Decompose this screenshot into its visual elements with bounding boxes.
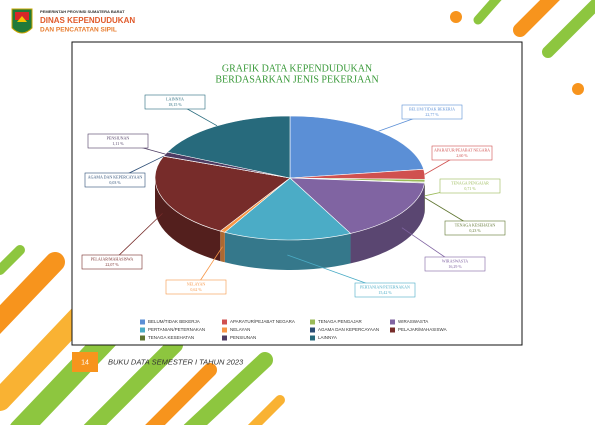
legend-swatch: [310, 336, 315, 341]
footer-text: BUKU DATA SEMESTER I TAHUN 2023: [108, 357, 244, 366]
legend-label: PELAJAR/MAHASISWA: [398, 327, 447, 332]
legend-label: PENSIUNAN: [230, 335, 256, 340]
callout-name: AGAMA DAN KEPERCAYAAN: [88, 174, 143, 179]
legend-swatch: [140, 328, 145, 333]
callout-name: BELUM/TIDAK BEKERJA: [409, 106, 455, 111]
callout-name: PENSIUNAN: [107, 135, 130, 140]
legend-label: TENAGA PENGAJAR: [318, 319, 363, 324]
legend-label: BELUM/TIDAK BEKERJA: [148, 319, 200, 324]
legend-label: LAINNYA: [318, 335, 337, 340]
legend-swatch: [222, 328, 227, 333]
callout-name: TENAGA KESEHATAN: [455, 222, 496, 227]
logo: [12, 9, 32, 33]
legend-swatch: [390, 320, 395, 325]
legend-swatch: [222, 320, 227, 325]
legend-label: APARATUR/PEJABAT NEGARA: [230, 319, 295, 324]
legend-swatch: [140, 336, 145, 341]
legend-label: AGAMA DAN KEPERCAYAAN: [318, 327, 379, 332]
slice-side: [220, 231, 225, 262]
legend-swatch: [222, 336, 227, 341]
legend-label: NELAYAN: [230, 327, 250, 332]
chart-title: BERDASARKAN JENIS PEKERJAAN: [215, 74, 378, 85]
legend-swatch: [140, 320, 145, 325]
header-line: DINAS KEPENDUDUKAN: [40, 16, 135, 25]
header-line: PEMERINTAH PROVINSI SUMATERA BARAT: [40, 9, 125, 14]
page-number: 14: [81, 359, 89, 366]
callout-name: NELAYAN: [187, 281, 206, 286]
callout-name: WIRASWASTA: [442, 258, 468, 263]
legend-label: WIRASWASTA: [398, 319, 428, 324]
pie: [155, 116, 425, 270]
callout-name: APARATUR/PEJABAT NEGARA: [434, 147, 490, 152]
callout-name: PERTANIAN/PETERNAKAN: [360, 284, 410, 289]
legend-swatch: [310, 328, 315, 333]
legend-swatch: [310, 320, 315, 325]
header-line: DAN PENCATATAN SIPIL: [40, 27, 117, 34]
legend-swatch: [390, 328, 395, 333]
callout-name: PELAJAR/MAHASISWA: [91, 256, 134, 261]
legend-label: PERTANIAN/PETERNAKAN: [148, 327, 205, 332]
callout-name: LAINNYA: [166, 96, 184, 101]
legend-label: TENAGA KESEHATAN: [148, 335, 194, 340]
chart-title: GRAFIK DATA KEPENDUDUKAN: [222, 63, 372, 74]
callout-name: TENAGA PENGAJAR: [451, 180, 489, 185]
